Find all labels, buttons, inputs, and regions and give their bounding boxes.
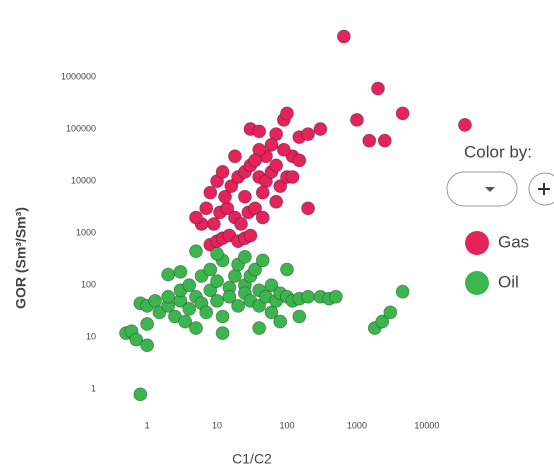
point bbox=[210, 246, 224, 261]
legend-swatch bbox=[465, 271, 489, 295]
y-tick-label: 100000 bbox=[66, 123, 96, 133]
point bbox=[231, 299, 246, 313]
y-axis-label: GOR (Sm³/Sm³) bbox=[13, 207, 29, 309]
point bbox=[215, 309, 230, 324]
point bbox=[301, 201, 315, 216]
point bbox=[313, 122, 328, 136]
point bbox=[269, 158, 284, 173]
dropdown[interactable] bbox=[446, 171, 518, 207]
point bbox=[237, 249, 252, 264]
point bbox=[301, 127, 315, 141]
add-icon bbox=[538, 183, 550, 195]
point bbox=[203, 262, 218, 277]
point bbox=[252, 299, 267, 313]
x-tick-label: 1000 bbox=[347, 420, 367, 430]
point bbox=[189, 244, 203, 259]
point bbox=[273, 314, 288, 329]
x-tick-label: 100 bbox=[279, 420, 294, 430]
point bbox=[252, 124, 267, 139]
point bbox=[210, 274, 224, 288]
point bbox=[222, 289, 237, 304]
point bbox=[264, 278, 279, 293]
point bbox=[199, 201, 214, 216]
point bbox=[178, 314, 193, 329]
point bbox=[285, 170, 300, 184]
point bbox=[255, 210, 270, 225]
point bbox=[292, 153, 307, 168]
x-axis-label: C1/C2 bbox=[232, 451, 272, 467]
point bbox=[199, 305, 214, 320]
y-tick-label: 1000 bbox=[76, 228, 96, 238]
legend-label: Gas bbox=[498, 232, 529, 251]
point bbox=[383, 305, 398, 320]
point bbox=[234, 217, 248, 231]
point bbox=[336, 29, 351, 44]
point bbox=[255, 185, 270, 200]
point bbox=[328, 289, 343, 304]
legend-title: Color by: bbox=[464, 142, 532, 161]
point bbox=[206, 217, 221, 231]
point bbox=[189, 210, 203, 225]
point bbox=[237, 189, 252, 204]
point bbox=[140, 317, 155, 331]
point bbox=[161, 267, 176, 282]
x-tick-label: 1 bbox=[145, 420, 150, 430]
point bbox=[377, 133, 392, 148]
point bbox=[362, 133, 377, 148]
point bbox=[252, 321, 267, 335]
point bbox=[371, 81, 385, 96]
point bbox=[228, 269, 242, 283]
point bbox=[269, 194, 284, 209]
point bbox=[350, 112, 364, 127]
point bbox=[395, 284, 410, 299]
y-tick-label: 100 bbox=[81, 280, 96, 290]
point bbox=[133, 387, 148, 402]
point bbox=[395, 106, 410, 121]
point bbox=[264, 137, 279, 152]
point bbox=[210, 293, 224, 308]
point bbox=[228, 149, 242, 164]
x-tick-label: 10 bbox=[212, 420, 222, 430]
y-tick-label: 1 bbox=[91, 384, 96, 394]
point bbox=[215, 165, 230, 179]
point bbox=[248, 153, 263, 168]
y-tick-label: 10000 bbox=[71, 175, 96, 185]
y-tick-label: 1000000 bbox=[61, 71, 96, 81]
point bbox=[129, 332, 144, 347]
point bbox=[375, 314, 390, 329]
point bbox=[280, 262, 294, 277]
x-tick-label: 10000 bbox=[414, 420, 439, 430]
point bbox=[458, 118, 472, 132]
point bbox=[161, 289, 176, 304]
point bbox=[215, 326, 230, 341]
point bbox=[248, 201, 263, 216]
point bbox=[140, 338, 155, 353]
point bbox=[243, 228, 258, 243]
point bbox=[248, 262, 263, 277]
point bbox=[148, 293, 162, 308]
y-tick-label: 10 bbox=[86, 332, 96, 342]
point bbox=[273, 179, 288, 194]
point bbox=[264, 305, 279, 320]
point bbox=[224, 179, 239, 194]
point bbox=[173, 265, 188, 279]
legend-label: Oil bbox=[498, 272, 519, 291]
legend-swatch bbox=[465, 231, 489, 255]
point bbox=[203, 283, 218, 298]
point bbox=[255, 253, 270, 268]
point bbox=[182, 302, 197, 316]
point bbox=[280, 106, 294, 121]
dropdown-arrow bbox=[485, 187, 495, 192]
point bbox=[301, 289, 315, 304]
point bbox=[203, 185, 218, 200]
point bbox=[276, 142, 291, 157]
point bbox=[189, 321, 203, 335]
point bbox=[182, 278, 197, 293]
point bbox=[218, 189, 232, 204]
point bbox=[292, 309, 307, 324]
